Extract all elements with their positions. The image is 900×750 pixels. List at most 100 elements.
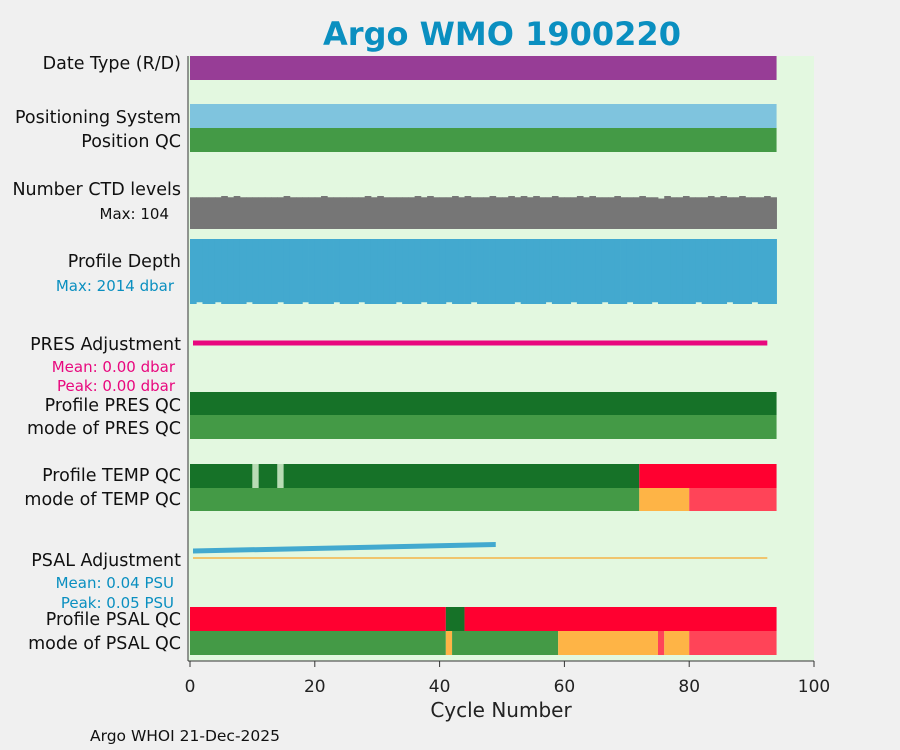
ctd-levels-bar (720, 196, 728, 229)
profile-depth-bar (608, 239, 615, 304)
ctd-levels-bar (714, 197, 721, 229)
profile-depth-bar (233, 239, 241, 304)
ctd-levels-bar (626, 197, 634, 229)
ctd-levels-bar (271, 197, 278, 229)
ctd-levels-bar (239, 197, 247, 229)
ctd-levels-bar (214, 197, 222, 229)
label-profile-pres-qc: Profile PRES QC (45, 396, 181, 416)
profile-depth-bar (614, 239, 621, 304)
ctd-levels-bar (739, 196, 746, 229)
label-positioning-system: Positioning System (15, 108, 181, 128)
ctd-levels-bar (221, 196, 228, 229)
profile-depth-bar (626, 239, 634, 303)
profile-depth-bar (264, 239, 272, 304)
label-mode-temp-qc: mode of TEMP QC (24, 490, 181, 510)
ctd-levels-bar (701, 197, 709, 229)
ctd-levels-bar (477, 197, 484, 229)
profile-temp-qc-segment-1 (252, 464, 259, 488)
profile-depth-bar (445, 239, 453, 303)
profile-depth-bar (533, 239, 540, 304)
profile-depth-bar (620, 239, 628, 304)
ctd-levels-bar (420, 197, 428, 229)
position-qc-segment-0 (190, 128, 777, 152)
ctd-levels-bar (327, 197, 334, 229)
profile-depth-bar (470, 239, 478, 303)
mode-temp-qc-segment-1 (639, 488, 690, 511)
profile-depth-max: Max: 2014 dbar (56, 277, 175, 295)
profile-depth-bar (682, 239, 690, 304)
ctd-levels-bar (252, 197, 260, 229)
ctd-levels-bar (495, 197, 503, 229)
mode-temp-qc-segment-2 (689, 488, 777, 511)
ctd-levels-bar (458, 197, 465, 229)
profile-temp-qc-segment-4 (283, 464, 640, 488)
profile-depth-bar (558, 239, 565, 304)
ctd-levels-bar (658, 198, 665, 229)
mode-psal-qc-segment-5 (664, 631, 690, 655)
ctd-levels-bar (464, 196, 472, 229)
profile-depth-bar (327, 239, 334, 304)
profile-depth-bar (489, 239, 497, 304)
psal-adjustment-peak: Peak: 0.05 PSU (61, 594, 174, 612)
x-tick-label: 0 (185, 677, 196, 697)
psal-adjustment-trend (193, 542, 496, 554)
ctd-levels-bar (352, 197, 359, 229)
profile-depth-bar (321, 239, 328, 304)
ctd-levels-bar (620, 197, 628, 229)
ctd-levels-bar (308, 197, 316, 229)
ctd-levels-bar (695, 197, 703, 229)
profile-depth-bar (346, 239, 353, 304)
label-mode-pres-qc: mode of PRES QC (27, 419, 181, 439)
ctd-levels-bar (314, 197, 322, 229)
ctd-levels-bar (190, 197, 197, 229)
ctd-levels-bar (770, 197, 777, 229)
label-date-type: Date Type (R/D) (43, 54, 181, 74)
ctd-levels-bar (346, 197, 353, 229)
ctd-levels-bar (707, 196, 715, 229)
label-psal-adjustment: PSAL Adjustment (31, 551, 181, 571)
mode-psal-qc-segment-4 (658, 631, 665, 655)
profile-depth-bar (589, 239, 596, 304)
ctd-levels-bar (564, 197, 572, 229)
ctd-levels-bar (358, 197, 366, 229)
profile-depth-bar (271, 239, 278, 304)
profile-depth-bar (277, 239, 284, 303)
ctd-levels-bar (595, 197, 603, 229)
ctd-levels-bar (551, 196, 559, 229)
label-ctd-levels: Number CTD levels (12, 180, 181, 200)
profile-depth-bar (190, 239, 197, 304)
ctd-levels-bar (520, 196, 528, 229)
profile-depth-bar (670, 239, 678, 304)
profile-depth-bar (545, 239, 553, 303)
ctd-levels-bar (227, 197, 235, 229)
profile-depth-bar (352, 239, 359, 304)
ctd-levels-bar (364, 196, 372, 229)
profile-depth-bar (395, 239, 403, 303)
profile-depth-bar (483, 239, 490, 304)
profile-depth-bar (314, 239, 322, 304)
ctd-levels-bar (757, 197, 765, 229)
ctd-levels-bar (526, 197, 534, 229)
ctd-levels-bar (558, 197, 565, 229)
x-tick-label: 20 (304, 677, 326, 697)
ctd-levels-bar (764, 196, 771, 229)
profile-depth-bar (258, 239, 266, 304)
profile-depth-bar (570, 239, 578, 303)
profile-depth-bar (633, 239, 640, 304)
ctd-levels-bar (483, 197, 490, 229)
ctd-levels-bar (202, 197, 210, 229)
ctd-levels-bar (339, 197, 347, 229)
profile-depth-bar (739, 239, 746, 304)
profile-temp-qc-segment-5 (639, 464, 777, 488)
ctd-levels-bar (283, 196, 291, 229)
profile-depth-bar (514, 239, 522, 303)
profile-depth-bar (414, 239, 422, 304)
pres-adjustment-mean: Mean: 0.00 dbar (52, 358, 176, 376)
ctd-levels-bar (545, 197, 553, 229)
profile-depth-bar (377, 239, 384, 304)
ctd-levels-bar (452, 196, 459, 229)
profile-depth-bar (308, 239, 316, 304)
profile-depth-bar (726, 239, 734, 303)
x-tick-label: 100 (798, 677, 830, 697)
ctd-levels-bar (264, 197, 272, 229)
